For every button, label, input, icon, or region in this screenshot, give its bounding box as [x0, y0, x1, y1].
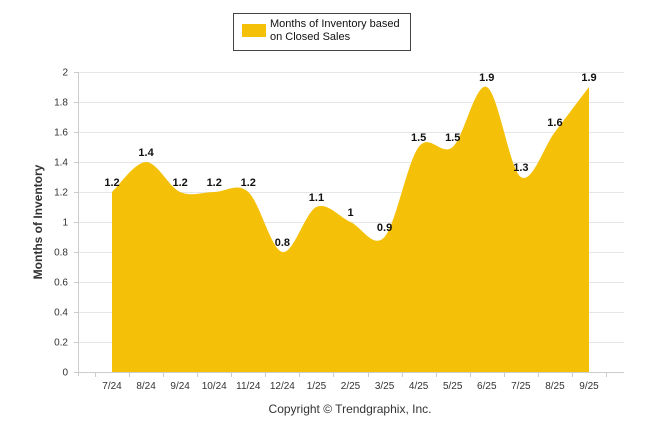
data-label: 1.9 [581, 72, 596, 84]
area-fill [112, 86, 589, 373]
axes [74, 72, 624, 377]
x-tick-label: 7/25 [511, 381, 531, 392]
data-label: 1.4 [138, 147, 154, 159]
x-tick-label: 12/24 [270, 381, 295, 392]
x-tick-label: 3/25 [375, 381, 395, 392]
x-tick-label: 10/24 [202, 381, 227, 392]
series-area [112, 86, 589, 373]
y-tick-label: 1.2 [54, 188, 68, 199]
x-tick-label: 8/24 [136, 381, 156, 392]
y-tick-label: 2 [62, 68, 68, 79]
legend-swatch [242, 24, 266, 37]
x-tick-label: 2/25 [341, 381, 361, 392]
data-label: 1.5 [411, 132, 426, 144]
x-tick-label: 8/25 [545, 381, 565, 392]
copyright-footer: Copyright © Trendgraphix, Inc. [269, 402, 432, 416]
y-tick-label: 1.6 [54, 128, 68, 139]
data-label: 0.8 [275, 237, 290, 249]
y-tick-label: 1.4 [54, 158, 68, 169]
x-tick-label: 11/24 [236, 381, 261, 392]
x-tick-labels: 7/24 8/24 9/24 10/24 11/24 12/24 1/25 2/25 3/25 4… [102, 381, 599, 392]
data-label: 1.2 [104, 177, 119, 189]
data-label: 1.2 [207, 177, 222, 189]
data-label: 1.3 [513, 162, 528, 174]
x-tick-label: 7/24 [102, 381, 122, 392]
y-tick-label: 0 [62, 368, 68, 379]
y-axis-title: Months of Inventory [31, 164, 45, 279]
data-label: 0.9 [377, 222, 392, 234]
y-tick-label: 1.8 [54, 98, 68, 109]
y-tick-label: 0.6 [54, 278, 68, 289]
data-label: 1.5 [445, 132, 460, 144]
x-tick-label: 5/25 [443, 381, 463, 392]
x-tick-label: 9/25 [579, 381, 599, 392]
y-tick-label: 0.8 [54, 248, 68, 259]
data-label: 1.1 [309, 192, 324, 204]
data-label: 1.2 [172, 177, 187, 189]
y-tick-label: 0.2 [54, 338, 68, 349]
legend-label-line1: Months of Inventory based [270, 18, 400, 30]
x-tick-label: 6/25 [477, 381, 497, 392]
data-label: 1.9 [479, 72, 494, 84]
x-tick-label: 4/25 [409, 381, 429, 392]
y-tick-label: 0.4 [54, 308, 68, 319]
x-tick-label: 9/24 [170, 381, 190, 392]
data-label: 1.2 [241, 177, 256, 189]
x-tick-label: 1/25 [307, 381, 327, 392]
data-label: 1.6 [547, 117, 562, 129]
data-labels: 1.2 1.4 1.2 1.2 1.2 0.8 1.1 1 0.9 1.5 1.5 1.9 1.3 1.6… [104, 72, 596, 249]
data-label: 1 [347, 207, 353, 219]
y-tick-label: 1 [62, 218, 68, 229]
legend: Months of Inventory based on Closed Sale… [233, 13, 411, 51]
y-tick-labels: 0 0.2 0.4 0.6 0.8 1 1.2 1.4 1.6 1.8 2 [54, 68, 68, 379]
legend-label-line2: on Closed Sales [270, 31, 351, 43]
